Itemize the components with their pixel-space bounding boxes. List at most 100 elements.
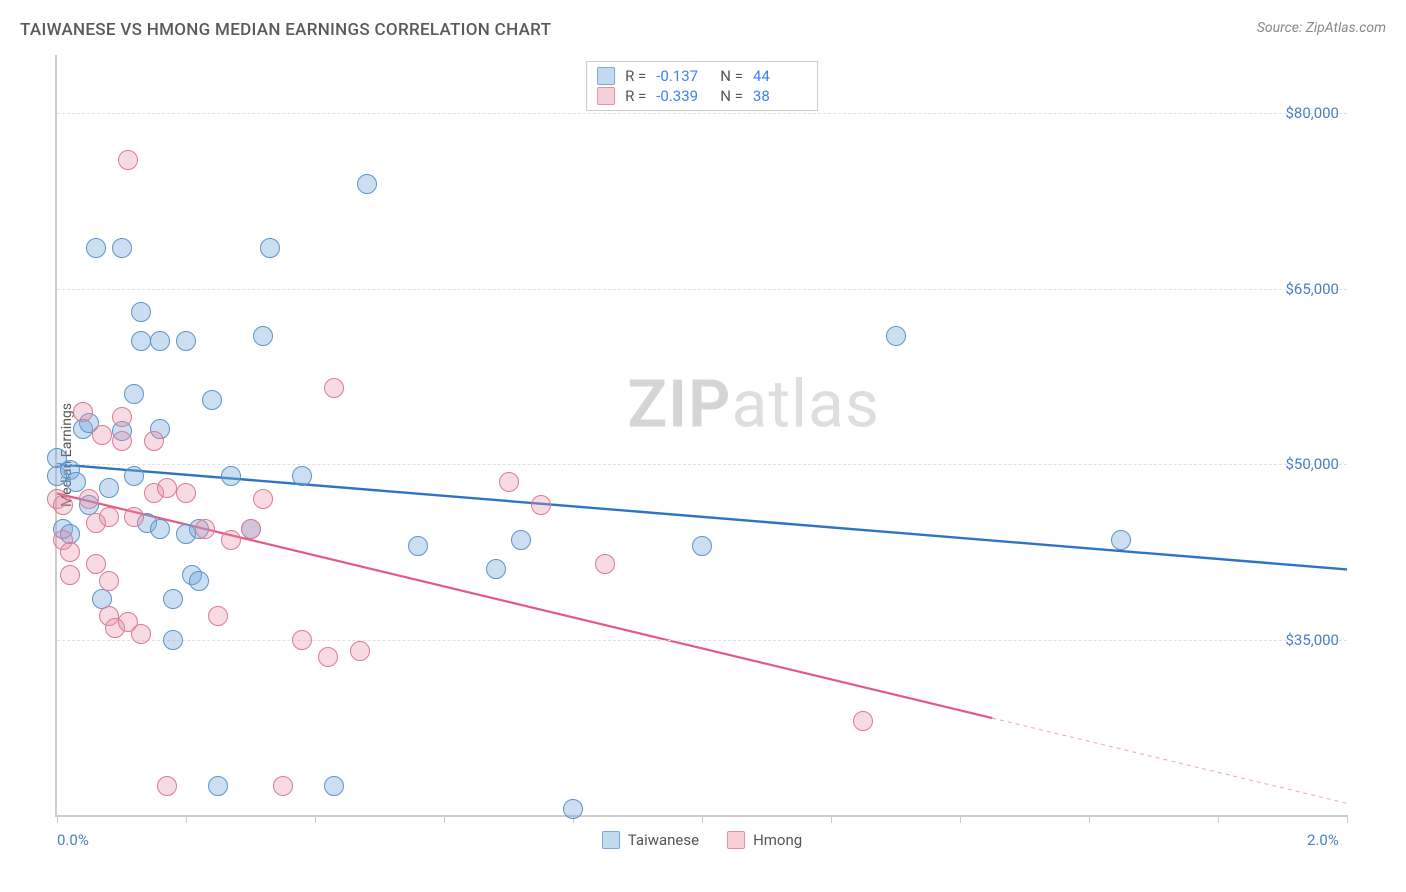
data-point (150, 519, 170, 539)
data-point (350, 641, 370, 661)
data-point (163, 630, 183, 650)
data-point (324, 378, 344, 398)
series-name: Taiwanese (628, 831, 699, 849)
data-point (408, 536, 428, 556)
data-point (112, 431, 132, 451)
data-point (112, 407, 132, 427)
series-legend-item: Taiwanese (602, 831, 699, 849)
data-point (292, 466, 312, 486)
legend-n-label: N = (720, 67, 743, 85)
data-point (292, 630, 312, 650)
data-point (53, 495, 73, 515)
correlation-legend-row: R =-0.137N =44 (597, 66, 807, 86)
legend-r-label: R = (625, 87, 646, 105)
data-point (112, 238, 132, 258)
legend-r-label: R = (625, 67, 646, 85)
x-tick-label: 2.0% (1307, 831, 1339, 849)
y-tick-label: $35,000 (1285, 631, 1339, 649)
watermark: ZIPatlas (627, 366, 880, 443)
data-point (486, 559, 506, 579)
series-name: Hmong (753, 831, 802, 849)
x-tick-label: 0.0% (57, 831, 89, 849)
data-point (86, 554, 106, 574)
data-point (208, 606, 228, 626)
watermark-sub: atlas (731, 366, 880, 443)
data-point (66, 472, 86, 492)
chart-title: TAIWANESE VS HMONG MEDIAN EARNINGS CORRE… (20, 20, 551, 40)
data-point (189, 571, 209, 591)
data-point (176, 483, 196, 503)
data-point (563, 799, 583, 819)
x-tick (444, 815, 445, 823)
data-point (144, 431, 164, 451)
data-point (124, 466, 144, 486)
x-tick (315, 815, 316, 823)
data-point (86, 238, 106, 258)
data-point (253, 326, 273, 346)
gridline (57, 640, 1347, 641)
y-tick-label: $80,000 (1285, 104, 1339, 122)
data-point (73, 402, 93, 422)
watermark-main: ZIP (627, 366, 731, 443)
x-tick (1089, 815, 1090, 823)
data-point (131, 624, 151, 644)
regression-lines (57, 55, 1347, 815)
regression-line-extrapolated (992, 718, 1347, 803)
chart-container: Median Earnings ZIPatlas R =-0.137N =44R… (25, 55, 1385, 855)
data-point (273, 776, 293, 796)
gridline (57, 113, 1347, 114)
data-point (221, 466, 241, 486)
data-point (202, 390, 222, 410)
data-point (131, 302, 151, 322)
correlation-legend: R =-0.137N =44R =-0.339N =38 (586, 61, 818, 111)
data-point (692, 536, 712, 556)
series-legend-item: Hmong (727, 831, 802, 849)
data-point (208, 776, 228, 796)
data-point (92, 425, 112, 445)
legend-swatch (597, 67, 615, 85)
plot-area: ZIPatlas R =-0.137N =44R =-0.339N =38 Ta… (55, 55, 1347, 817)
x-tick (57, 815, 58, 823)
data-point (157, 776, 177, 796)
legend-n-label: N = (720, 87, 743, 105)
data-point (99, 478, 119, 498)
data-point (886, 326, 906, 346)
legend-r-value: -0.339 (656, 87, 710, 105)
gridline (57, 464, 1347, 465)
data-point (221, 530, 241, 550)
data-point (357, 174, 377, 194)
x-tick (702, 815, 703, 823)
data-point (531, 495, 551, 515)
data-point (260, 238, 280, 258)
x-tick (1218, 815, 1219, 823)
legend-swatch (727, 831, 745, 849)
data-point (176, 331, 196, 351)
data-point (253, 489, 273, 509)
legend-swatch (597, 87, 615, 105)
data-point (511, 530, 531, 550)
data-point (124, 507, 144, 527)
data-point (195, 519, 215, 539)
x-tick (960, 815, 961, 823)
gridline (57, 289, 1347, 290)
y-tick-label: $50,000 (1285, 455, 1339, 473)
y-tick-label: $65,000 (1285, 280, 1339, 298)
data-point (79, 489, 99, 509)
data-point (150, 331, 170, 351)
legend-n-value: 44 (753, 67, 807, 85)
data-point (118, 150, 138, 170)
data-point (157, 478, 177, 498)
x-tick (1347, 815, 1348, 823)
data-point (241, 519, 261, 539)
x-tick (186, 815, 187, 823)
data-point (60, 565, 80, 585)
data-point (595, 554, 615, 574)
data-point (499, 472, 519, 492)
data-point (99, 507, 119, 527)
x-tick (831, 815, 832, 823)
legend-n-value: 38 (753, 87, 807, 105)
data-point (124, 384, 144, 404)
series-legend: Taiwanese Hmong (57, 831, 1347, 849)
data-point (131, 331, 151, 351)
data-point (99, 571, 119, 591)
